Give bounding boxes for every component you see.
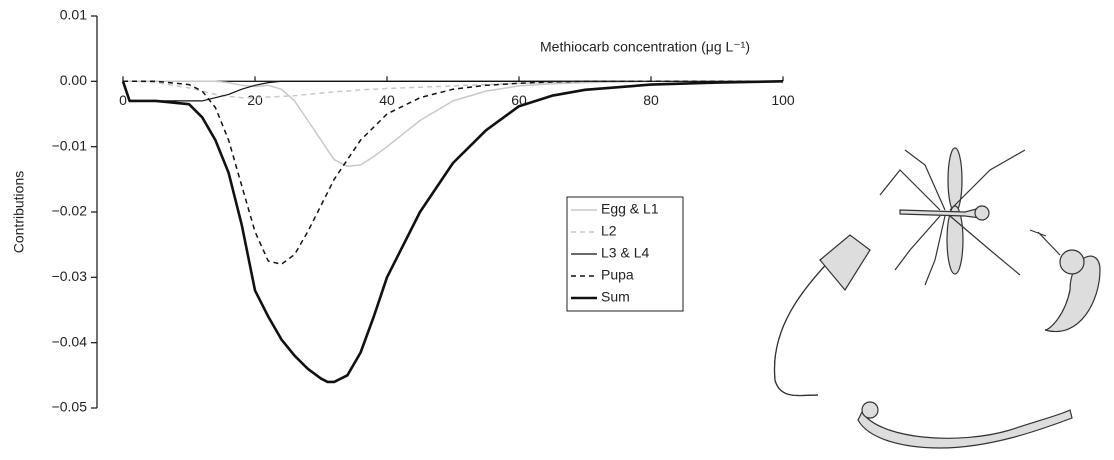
y-tick-label: 0.00 [60, 72, 87, 88]
series-line [121, 80, 784, 384]
legend-label: L2 [601, 223, 617, 239]
larva-outline [773, 249, 841, 397]
y-tick-label: −0.04 [52, 333, 88, 349]
pupa [1044, 255, 1101, 333]
larva-head [819, 234, 871, 292]
x-axis-title: Methiocarb concentration (μg L⁻¹) [540, 39, 750, 55]
y-tick-label: 0.01 [60, 7, 87, 23]
y-tick-label: −0.03 [52, 268, 88, 284]
head [974, 205, 990, 221]
larva-bottom [857, 409, 1073, 449]
series-line [122, 80, 783, 102]
legend-label: Egg & L1 [601, 201, 659, 217]
y-tick-label: −0.02 [52, 203, 88, 219]
legend-label: Sum [601, 289, 630, 305]
x-tick-label: 20 [247, 92, 263, 108]
larva-bottom-head [861, 401, 879, 419]
series-line [123, 80, 783, 99]
x-tick-label: 80 [643, 92, 659, 108]
legend-label: Pupa [601, 267, 634, 283]
x-tick-label: 0 [119, 92, 127, 108]
series-line [123, 80, 783, 266]
pupa-siphon [1029, 229, 1061, 256]
x-tick-label: 100 [771, 92, 795, 108]
y-axis-title: Contributions [11, 171, 27, 254]
series-line [123, 80, 783, 168]
y-tick-label: −0.05 [52, 399, 88, 415]
wing [947, 147, 963, 213]
legs [879, 149, 1026, 286]
x-tick-label: 40 [379, 92, 395, 108]
pupa-head [1059, 249, 1085, 275]
legend-label: L3 & L4 [601, 245, 649, 261]
y-tick-label: −0.01 [52, 137, 88, 153]
mosquito-illustration [773, 147, 1101, 449]
